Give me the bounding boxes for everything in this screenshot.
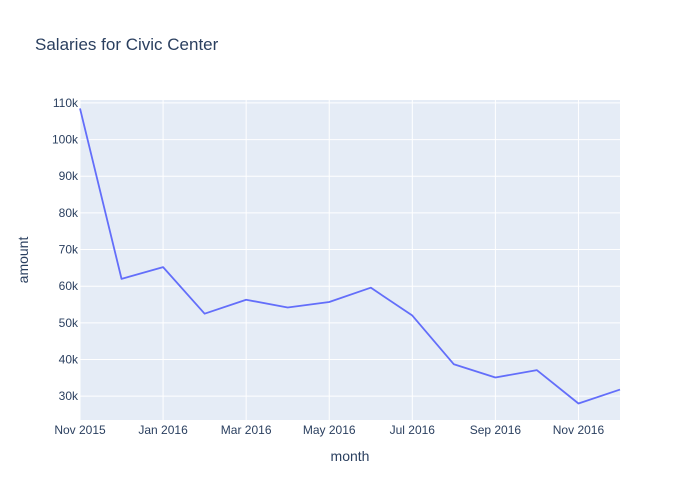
y-tick-label: 80k [59,206,79,220]
y-tick-label: 60k [59,279,79,293]
y-tick-label: 40k [59,353,79,367]
x-tick-label: May 2016 [303,423,356,437]
plot-area [80,100,620,420]
y-tick-label: 90k [59,169,79,183]
y-tick-label: 70k [59,243,79,257]
series-line [79,108,621,405]
series-layer [79,108,621,405]
x-tick-label: Nov 2016 [553,423,605,437]
x-tick-label: Sep 2016 [470,423,522,437]
y-tick-label: 100k [52,133,79,147]
x-tick-label: Mar 2016 [221,423,272,437]
y-tick-label: 50k [59,316,79,330]
gridlines [79,100,620,420]
x-axis-title: month [331,448,370,464]
x-axis-ticks: Nov 2015 Jan 2016 Mar 2016 May 2016 Jul 2016… [54,423,604,437]
chart-title: Salaries for Civic Center [35,35,219,54]
x-tick-label: Jan 2016 [138,423,188,437]
y-axis-ticks: 30k 40k 50k 60k 70k 80k 90k 100k 110k [52,96,79,403]
x-tick-label: Jul 2016 [390,423,436,437]
y-tick-label: 110k [53,96,79,110]
x-tick-label: Nov 2015 [54,423,106,437]
y-axis-title: amount [15,237,31,284]
y-tick-label: 30k [59,389,79,403]
